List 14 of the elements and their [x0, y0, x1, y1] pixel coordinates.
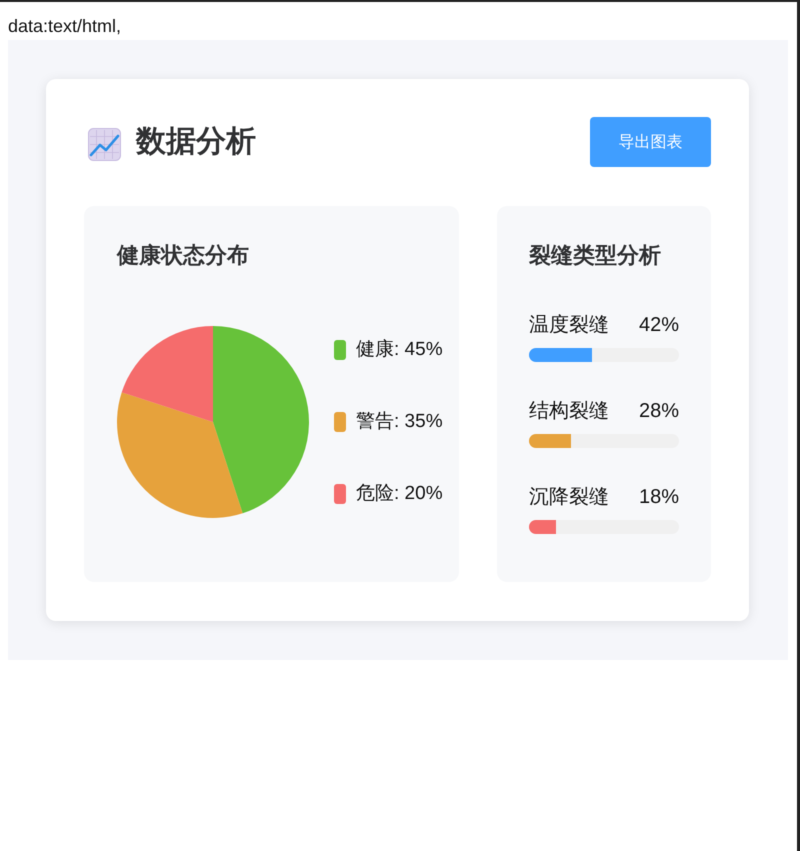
legend-label: 警告: 35%: [356, 410, 443, 434]
text: 数据分析: [136, 124, 256, 160]
chart-title: 裂缝类型分析: [528, 242, 661, 268]
data-label: 28%: [638, 400, 680, 422]
y-tick-label: 温度裂缝: [529, 314, 609, 336]
data-label: 18%: [638, 486, 680, 508]
data-label: 42%: [638, 314, 680, 336]
legend-label: 健康: 45%: [356, 338, 443, 362]
chart-title: 健康状态分布: [116, 242, 249, 268]
y-tick-label: 结构裂缝: [529, 400, 609, 422]
y-tick-label: 沉降裂缝: [529, 486, 609, 508]
text: 导出图表: [590, 117, 711, 167]
text: data:text/html,: [8, 15, 122, 38]
legend-label: 危险: 20%: [356, 482, 443, 506]
